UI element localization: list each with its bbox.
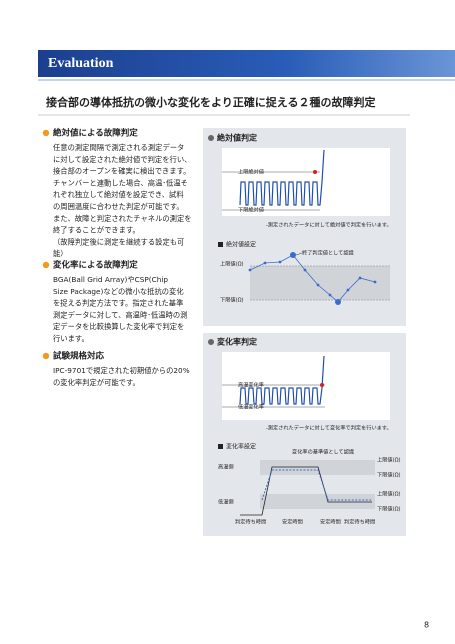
- annotation: 終了判定値として認識: [302, 249, 354, 257]
- marker: [373, 280, 377, 284]
- body-line: 任意の測定間隔で測定される測定データ: [53, 143, 184, 152]
- panel-title: 変化率判定: [217, 337, 257, 347]
- time-label: 判定待ち時間: [235, 518, 266, 526]
- page-number: 8: [424, 621, 429, 630]
- bullet: [42, 129, 50, 137]
- marker: [358, 276, 362, 280]
- body-line: 終了することができます。: [53, 226, 140, 235]
- marker: [263, 261, 267, 265]
- graph-label: 上限絶対値: [238, 168, 264, 176]
- marker: [290, 252, 296, 258]
- setting-label: 上限値(Ω): [377, 490, 401, 498]
- body-line: BGA(Ball Grid Array)やCSP(Chip: [53, 275, 168, 284]
- setting-label: 下限値(Ω): [377, 471, 401, 479]
- body-line: 能）: [53, 249, 68, 258]
- body-line: 行います。: [53, 334, 89, 343]
- marker: [316, 283, 320, 287]
- side-label: 低温側: [218, 498, 234, 506]
- body-line: チャンバーと連動した場合、高温･低温そ: [53, 178, 188, 187]
- setting-label: 下限値(Ω): [220, 296, 244, 304]
- graph-label: 下限絶対値: [238, 206, 264, 214]
- section-heading: 試験規格対応: [53, 351, 105, 362]
- section-heading: 変化率による故障判定: [53, 260, 138, 271]
- body-line: IPC-9701で規定された初期値からの20%: [53, 366, 190, 375]
- body-line: に対して設定された絶対値で判定を行い、: [53, 155, 191, 164]
- body-line: れぞれ独立して絶対値を設定でき、試料: [53, 190, 184, 199]
- banner: [38, 50, 455, 77]
- marker: [335, 299, 341, 305]
- setting-title: 変化率設定: [226, 443, 256, 451]
- banner-title: Evaluation: [48, 56, 114, 71]
- body-line: を捉える判定方法です。指定された基準: [53, 299, 183, 308]
- time-label: 安定時間: [320, 518, 341, 526]
- marker: [328, 293, 332, 297]
- marker: [346, 288, 350, 292]
- body-line: （故障判定後に測定を継続する設定も可: [53, 237, 184, 246]
- side-label: 高温側: [218, 463, 234, 471]
- marker: [278, 260, 282, 264]
- graph-label: 低温変化率: [238, 403, 264, 411]
- body-line: 接合部のオープンを確実に検出できます。: [53, 167, 190, 176]
- setting-title: 絶対値設定: [226, 241, 256, 249]
- bullet: [42, 352, 50, 360]
- marker: [248, 268, 252, 272]
- time-label: 安定時間: [282, 518, 303, 526]
- body-line: の変化率判定が可能です。: [53, 378, 140, 387]
- bullet: [42, 261, 50, 269]
- time-label: 判定待ち時間: [344, 518, 375, 526]
- section-heading: 絶対値による故障判定: [53, 128, 138, 139]
- setting-label: 上限値(Ω): [220, 260, 244, 268]
- caption: -測定されたデータに対して変化率で判定を行います。: [266, 424, 392, 432]
- setting-label: 下限値(Ω): [377, 505, 401, 513]
- caption: -測定されたデータに対して絶対値で判定を行います。: [266, 221, 392, 229]
- body-line: Size Package)などの微小な抵抗の変化: [53, 287, 184, 296]
- annotation: 変化率の基準値として認識: [292, 448, 354, 456]
- body-line: 測定データに対して、高温時･低温時の測: [53, 310, 187, 319]
- headline: 接合部の導体抵抗の微小な変化をより正確に捉える２種の故障判定: [46, 95, 375, 109]
- body-line: 定データを比較換算した変化率で判定を: [53, 322, 184, 331]
- marker: [303, 268, 307, 272]
- body-line: の周囲温度に合わせた判定が可能です。: [53, 202, 184, 211]
- setting-label: 上限値(Ω): [377, 456, 401, 464]
- panel-title: 絶対値判定: [217, 133, 257, 143]
- body-line: また、故障と判定されたチャネルの測定を: [53, 214, 192, 223]
- graph-label: 高温変化率: [238, 381, 264, 389]
